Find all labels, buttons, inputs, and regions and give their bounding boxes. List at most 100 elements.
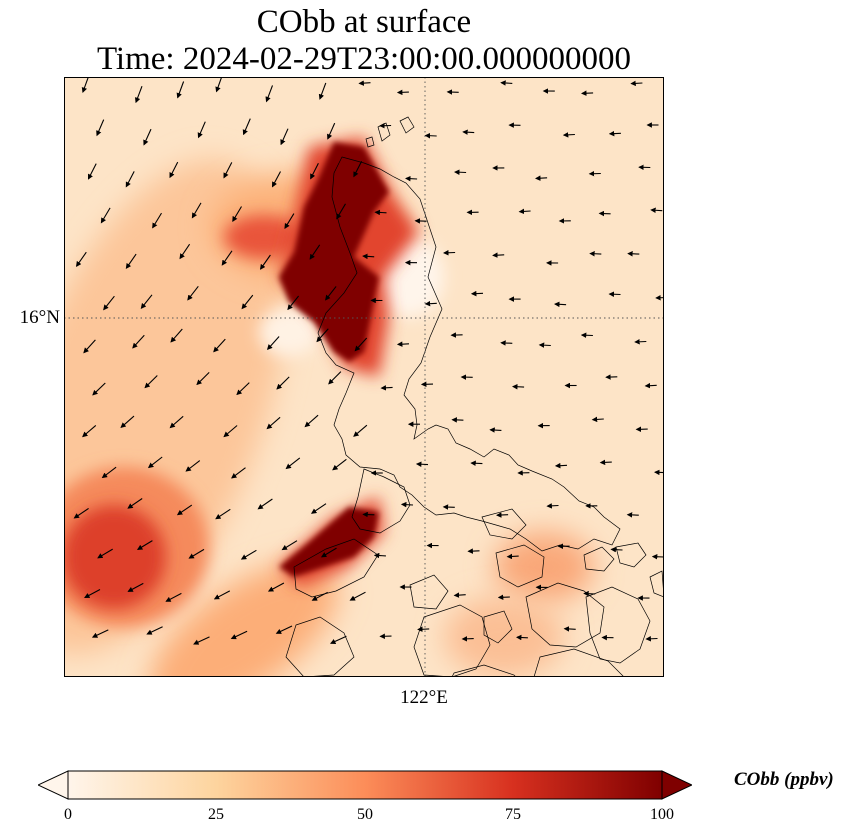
wind-arrow: [287, 295, 300, 311]
wind-arrow: [213, 590, 231, 600]
wind-arrow: [240, 549, 257, 560]
wind-arrow: [608, 130, 621, 137]
wind-arrow: [310, 503, 327, 514]
wind-arrow: [310, 163, 319, 180]
wind-arrow: [132, 334, 145, 349]
wind-arrow: [267, 582, 285, 592]
wind-arrow: [518, 208, 531, 215]
wind-arrow: [91, 629, 109, 638]
wind-arrow: [311, 591, 328, 601]
wind-arrow: [654, 469, 664, 476]
wind-arrow: [470, 460, 483, 467]
wind-arrow: [591, 416, 604, 423]
wind-arrow: [462, 129, 475, 135]
wind-arrow: [83, 339, 96, 354]
wind-arrow: [179, 243, 191, 260]
wind-arrow: [451, 417, 464, 423]
wind-arrow: [318, 82, 327, 100]
wind-arrow: [146, 626, 163, 635]
wind-arrow: [152, 212, 162, 229]
wind-arrow: [554, 462, 568, 469]
wind-arrow: [405, 175, 418, 182]
wind-arrow: [336, 203, 346, 220]
wind-arrow: [581, 90, 594, 96]
wind-arrow: [470, 290, 484, 297]
colorbar-label: CObb (ppbv): [734, 769, 834, 790]
wind-arrow: [197, 121, 206, 139]
wind-arrow: [191, 202, 202, 219]
wind-arrow: [144, 375, 158, 389]
wind-arrow: [223, 162, 233, 179]
wind-vectors: [73, 77, 664, 645]
wind-arrow: [136, 540, 153, 550]
wind-arrow: [562, 132, 575, 138]
wind-arrow: [400, 501, 414, 508]
wind-arrow: [353, 424, 368, 437]
wind-arrow: [380, 385, 393, 391]
wind-arrow: [492, 252, 505, 258]
wind-arrow: [500, 340, 513, 346]
wind-arrow: [453, 592, 466, 598]
wind-arrow: [358, 80, 371, 86]
wind-arrow: [232, 206, 242, 223]
wind-arrow: [266, 416, 281, 430]
wind-arrow: [554, 301, 567, 308]
wind-arrow: [325, 286, 337, 301]
hotspot-south: [279, 507, 379, 577]
wind-arrow: [500, 80, 513, 86]
wind-arrow: [373, 552, 386, 559]
wind-arrow: [230, 630, 248, 640]
longitude-tick-label: 122°E: [400, 687, 448, 708]
wind-arrow: [362, 253, 375, 260]
wind-arrow: [213, 338, 226, 353]
wind-arrow: [215, 77, 223, 93]
wind-arrow: [634, 339, 647, 345]
wind-arrow: [215, 508, 231, 520]
wind-arrow: [193, 636, 210, 645]
wind-arrow: [120, 415, 135, 429]
wind-arrow: [415, 461, 429, 467]
wind-arrow: [82, 424, 97, 438]
wind-arrow: [328, 371, 342, 385]
wind-arrow: [140, 294, 153, 309]
wind-arrow: [73, 507, 89, 519]
wind-arrow: [424, 300, 437, 307]
wind-arrow: [257, 498, 273, 510]
wind-arrow: [285, 457, 301, 470]
wind-arrow: [188, 548, 205, 559]
wind-arrow: [96, 119, 105, 137]
colorbar-gradient: [67, 770, 663, 800]
wind-arrow: [309, 244, 321, 260]
wind-arrow: [75, 251, 87, 268]
wind-arrow: [332, 458, 347, 471]
wind-arrow: [650, 207, 663, 214]
wind-arrow: [176, 81, 185, 99]
wind-arrow: [644, 382, 657, 389]
wind-arrow: [170, 328, 183, 343]
wind-arrow: [169, 161, 179, 179]
wind-arrow: [223, 425, 238, 438]
wind-arrow: [610, 546, 623, 553]
wind-arrow: [583, 590, 596, 597]
wind-arrow: [467, 548, 480, 554]
wind-arrow: [496, 512, 509, 518]
wind-arrow: [81, 77, 89, 94]
wind-arrow: [506, 553, 519, 560]
wind-arrow: [599, 459, 612, 466]
wind-arrow: [316, 328, 329, 343]
wind-arrow: [127, 582, 144, 592]
wind-arrow: [424, 132, 437, 139]
wind-arrow: [626, 512, 639, 518]
wind-arrow: [165, 592, 182, 602]
concentration-field: [64, 137, 594, 677]
wind-arrow: [125, 171, 135, 188]
wind-arrow: [515, 634, 528, 641]
wind-arrow: [535, 175, 548, 181]
wind-arrow: [304, 414, 319, 428]
wind-arrow: [147, 456, 163, 469]
gridlines: [64, 77, 664, 677]
wind-arrow: [125, 253, 137, 270]
wind-arrow: [101, 466, 117, 479]
wind-arrow: [196, 372, 210, 386]
wind-arrow: [275, 625, 293, 634]
